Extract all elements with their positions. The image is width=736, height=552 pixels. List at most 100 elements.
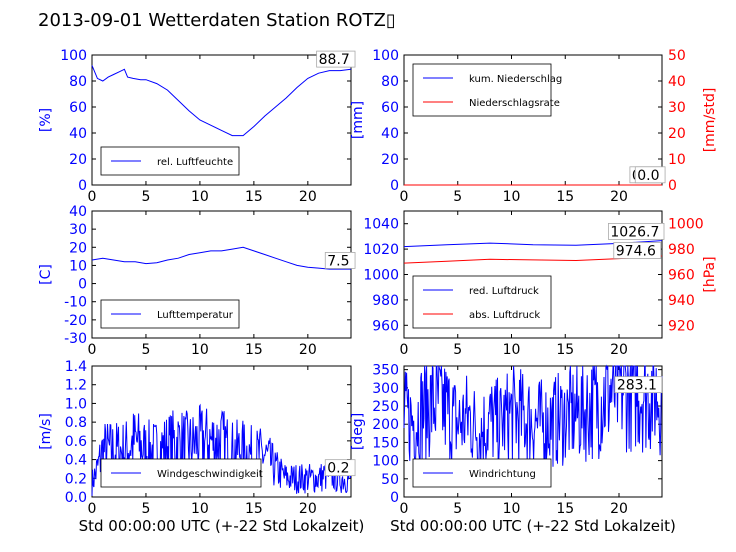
y-tick-label: 0.0 [65,490,87,506]
legend-label: Niederschlagsrate [469,98,560,109]
value-annotation: 974.6 [616,243,656,259]
y2-tick-label: 980 [668,242,695,258]
legend-label: rel. Luftfeuchte [157,157,233,168]
value-annotation-box [316,50,356,68]
series-line-0 [403,364,663,469]
x-tick-label: 20 [299,501,317,517]
legend-label: red. Luftdruck [469,286,539,297]
value-annotation: 88.7 [319,52,350,68]
series-line-0 [91,246,351,270]
x-tick-label: 10 [191,501,209,517]
x-tick-label: 10 [503,342,521,358]
y2-tick-label: 40 [668,74,686,90]
legend-box [412,275,552,329]
x-tick-label: 15 [245,501,263,517]
y-tick-label: 20 [69,152,87,168]
x-tick-label: 15 [556,342,574,358]
x-tick-label: 0 [400,342,409,358]
y-tick-label: 0.6 [65,434,87,450]
x-tick-label: 5 [141,501,150,517]
y-tick-label: 0.2 [65,471,87,487]
series-line-0 [91,403,352,496]
y-tick-label: 100 [372,48,399,64]
y2-tick-label: 10 [668,152,686,168]
x-tick-label: 20 [610,189,628,205]
x-axis-label: Std 00:00:00 UTC (+-22 Std Lokalzeit) [79,517,365,535]
x-tick-label: 15 [556,189,574,205]
legend-label: Windgeschwindigkeit [157,469,263,480]
y-tick-label: 40 [69,204,87,220]
y2-tick-label: 920 [668,318,695,334]
y-tick-label: 1.0 [65,396,87,412]
y-tick-label: 300 [372,381,399,397]
legend-label: Windrichtung [469,469,536,480]
value-annotation: 0.2 [327,461,349,477]
value-annotation: 0.0 [637,168,659,184]
y-tick-label: 100 [372,454,399,470]
x-tick-label: 10 [503,501,521,517]
y-tick-label: 0.4 [65,453,87,469]
legend-label: kum. Niederschlag [469,74,562,85]
x-tick-label: 20 [610,342,628,358]
value-annotation-box [614,376,663,394]
x-tick-label: 5 [453,501,462,517]
y2-tick-label: 50 [668,48,686,64]
y2-tick-label: 940 [668,293,695,309]
y2-tick-label: 0 [668,178,677,194]
x-tick-label: 5 [141,189,150,205]
y-tick-label: 0.8 [65,415,87,431]
x-tick-label: 15 [245,342,263,358]
y2-tick-label: 30 [668,100,686,116]
y-tick-label: 80 [69,74,87,90]
y-tick-label: 0 [390,490,399,506]
y-tick-label: 960 [372,318,399,334]
value-annotation-box [634,166,666,184]
y-tick-label: 10 [69,258,87,274]
y2-tick-label: 20 [668,126,686,142]
y-tick-label: 0 [390,178,399,194]
chart-title: 2013-09-01 Wetterdaten Station ROTZ▯ [38,10,396,31]
value-annotation-box [608,222,665,240]
plot-frame [91,54,352,186]
y-tick-label: 0 [78,178,87,194]
y-tick-label: 0 [78,277,87,293]
x-tick-label: 10 [191,189,209,205]
y-tick-label: 40 [69,126,87,142]
y-tick-label: -10 [64,295,87,311]
y-tick-label: 40 [381,126,399,142]
value-annotation: 283.1 [617,378,657,394]
x-tick-label: 5 [141,342,150,358]
x-tick-label: 20 [299,189,317,205]
series-line-0 [91,65,352,137]
value-annotation-box [613,242,662,259]
x-tick-label: 10 [503,189,521,205]
y-tick-label: 980 [372,293,399,309]
y-tick-label: 250 [372,399,399,415]
y-tick-label: -30 [64,331,87,347]
y-axis-label: [C] [38,264,54,285]
value-annotation: 1026.7 [610,224,659,240]
y-tick-label: 20 [69,240,87,256]
y2-tick-label: 1000 [668,217,704,233]
x-tick-label: 5 [453,342,462,358]
value-annotation-box [324,459,356,477]
y-tick-label: 150 [372,435,399,451]
y-tick-label: 100 [60,48,87,64]
value-annotation-box [324,252,356,269]
x-tick-label: 0 [88,189,97,205]
y-tick-label: 30 [69,222,87,238]
y-tick-label: 60 [381,100,399,116]
y-tick-label: 60 [69,100,87,116]
plot-frame [91,210,352,339]
legend-label: Lufttemperatur [157,310,234,321]
y-axis-label: [mm] [350,101,366,139]
y-tick-label: 200 [372,417,399,433]
x-tick-label: 15 [245,189,263,205]
plot-frame [403,365,663,498]
x-tick-label: 20 [610,501,628,517]
y-tick-label: 80 [381,74,399,90]
x-tick-label: 0 [88,342,97,358]
x-tick-label: 5 [453,189,462,205]
y2-axis-label: [mm/std] [702,88,718,153]
